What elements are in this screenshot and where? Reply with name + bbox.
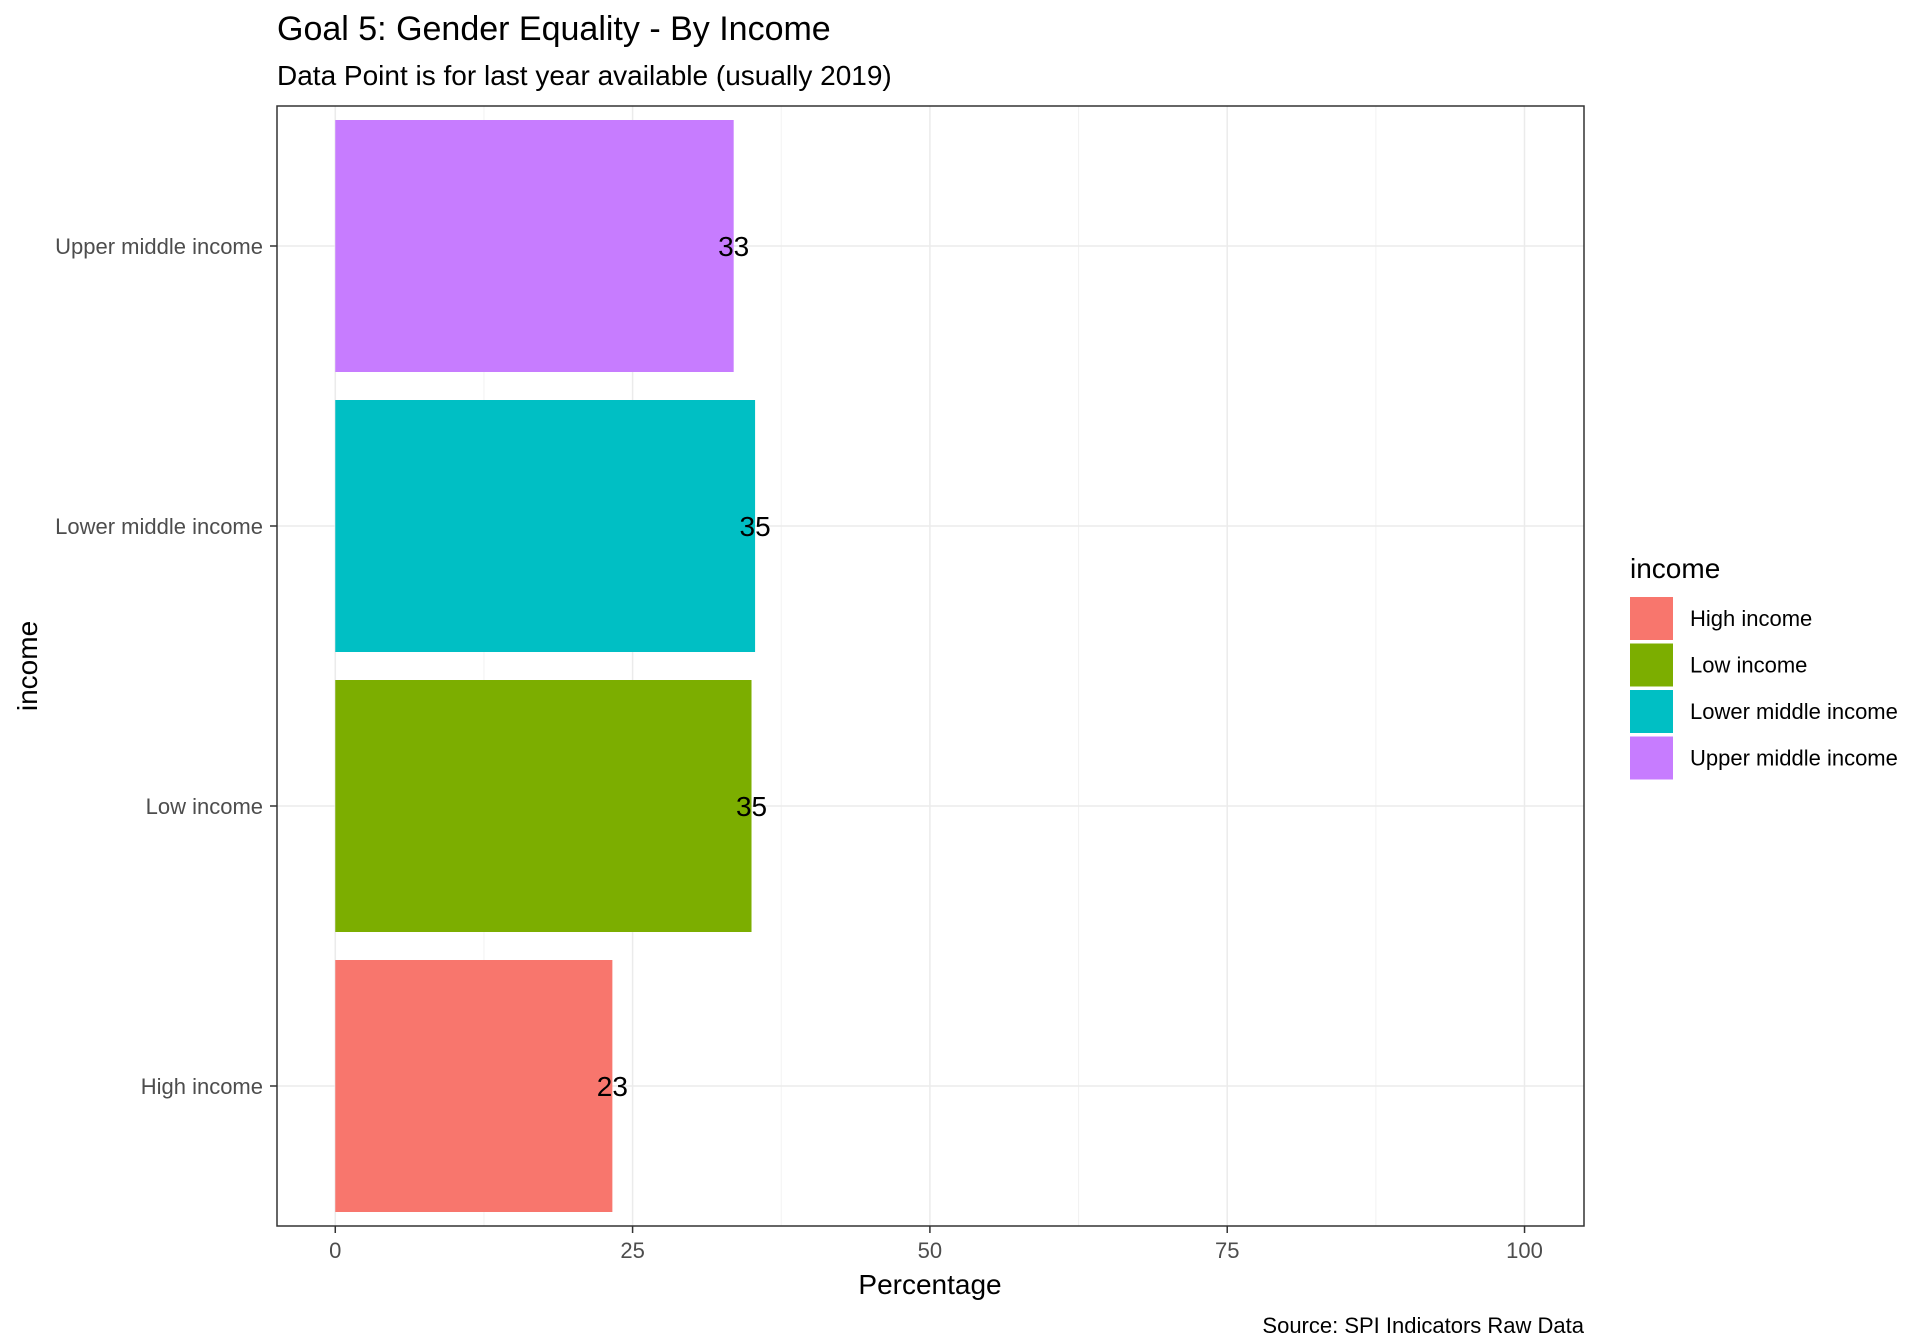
x-tick-label: 50 bbox=[918, 1238, 942, 1263]
bar bbox=[335, 400, 756, 652]
legend-swatch bbox=[1630, 597, 1673, 640]
y-axis: High income Low income Lower middle income… bbox=[55, 234, 277, 1099]
y-axis-title: income bbox=[12, 621, 43, 711]
y-tick-label: Lower middle income bbox=[55, 514, 263, 539]
legend-swatch bbox=[1630, 643, 1673, 687]
x-axis-title: Percentage bbox=[858, 1269, 1001, 1300]
legend-title: income bbox=[1630, 553, 1720, 584]
data-labels: 23 35 35 33 bbox=[597, 231, 771, 1102]
gridlines bbox=[277, 106, 1584, 1226]
chart-title: Goal 5: Gender Equality - By Income bbox=[277, 10, 831, 48]
x-tick-label: 0 bbox=[329, 1238, 341, 1263]
bar bbox=[335, 680, 752, 932]
bar-value-label: 35 bbox=[740, 511, 771, 542]
bar-value-label: 35 bbox=[736, 791, 767, 822]
y-tick-label: Upper middle income bbox=[55, 234, 263, 259]
chart-caption: Source: SPI Indicators Raw Data bbox=[1262, 1313, 1584, 1338]
legend-entries: High income Low income Lower middle income… bbox=[1630, 597, 1898, 780]
y-tick-label: Low income bbox=[146, 794, 263, 819]
bars bbox=[335, 120, 756, 1212]
x-tick-label: 100 bbox=[1506, 1238, 1543, 1263]
bar-value-label: 23 bbox=[597, 1071, 628, 1102]
bar-value-label: 33 bbox=[718, 231, 749, 262]
legend: income High income Low income Lower middle… bbox=[1630, 553, 1898, 780]
bar bbox=[335, 960, 613, 1212]
x-tick-label: 25 bbox=[620, 1238, 644, 1263]
legend-label: High income bbox=[1690, 606, 1812, 631]
chart-subtitle: Data Point is for last year available (u… bbox=[277, 60, 892, 91]
y-tick-label: High income bbox=[141, 1074, 263, 1099]
legend-label: Lower middle income bbox=[1690, 699, 1898, 724]
legend-swatch bbox=[1630, 736, 1673, 780]
bar bbox=[335, 120, 734, 372]
x-tick-label: 75 bbox=[1215, 1238, 1239, 1263]
x-axis: 0 25 50 75 100 bbox=[329, 1226, 1543, 1263]
legend-swatch bbox=[1630, 690, 1673, 733]
legend-label: Low income bbox=[1690, 653, 1807, 678]
legend-label: Upper middle income bbox=[1690, 746, 1898, 771]
